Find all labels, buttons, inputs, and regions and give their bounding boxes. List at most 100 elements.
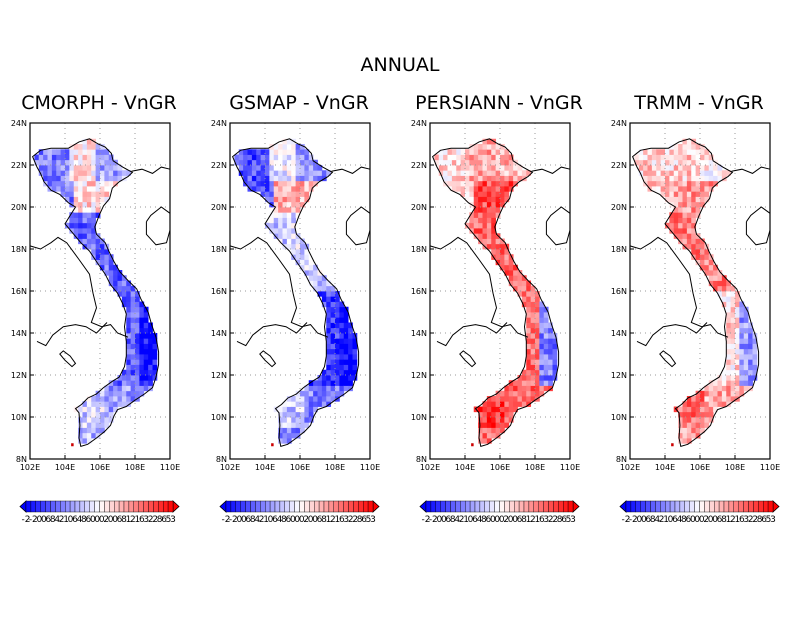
heatmap-cell [451,180,457,187]
y-tick-label: 22N [11,161,27,170]
heatmap-cell [673,207,679,213]
heatmap-cell [113,180,118,187]
heatmap-cell [348,338,353,344]
colorbar-label: -2 [622,515,631,525]
heatmap-cell [508,390,514,397]
hainan-coast [145,206,171,246]
heatmap-cell [673,217,679,224]
heatmap-cell [482,228,488,234]
heatmap-cell [482,217,488,224]
colorbar-label: - [229,515,232,525]
heatmap-cell [143,317,149,323]
heatmap-cell [238,154,244,161]
heatmap-cell [260,149,266,155]
heatmap-cell [286,212,292,218]
heatmap-cell [491,180,497,187]
heatmap-cell [295,427,301,434]
colorbar-bin [679,500,686,513]
heatmap-cell [247,154,253,161]
colorbar-label: 6 [161,515,167,525]
heatmap-cell [752,364,758,371]
heatmap-cell [321,301,327,308]
heatmap-cell [530,396,536,402]
colorbar-bin [299,500,305,513]
heatmap-cell [695,212,701,218]
heatmap-cell [43,170,48,176]
colorbar-label: 0 [241,515,247,525]
heatmap-cell [726,354,732,360]
heatmap-cell [91,432,97,439]
heatmap-cell [700,427,705,434]
heatmap-cell [82,159,88,166]
heatmap-cell [726,375,732,381]
heatmap-cell [286,238,292,245]
heatmap-cell [473,233,479,239]
heatmap-cell [78,427,83,434]
heatmap-cell [735,296,740,302]
heatmap-cell [443,165,448,171]
heatmap-cell [500,417,505,423]
heatmap-cell [295,238,301,245]
colorbar-label: 2 [703,515,709,525]
heatmap-cell [321,369,327,376]
heatmap-cell [678,186,683,192]
heatmap-cell [482,427,488,434]
y-tick-label: 10N [211,413,227,422]
heatmap-cell [552,364,558,371]
heatmap-cell [65,165,70,171]
colorbar-label: 4 [454,515,460,525]
heatmap-cell [486,417,492,423]
heatmap-cell [469,149,475,155]
heatmap-cell [243,154,248,161]
heatmap-cells [434,138,558,444]
heatmap-cell [552,375,558,381]
heatmap-cell [269,149,275,155]
heatmap-cell [117,401,123,407]
heatmap-cell [508,264,514,271]
heatmap-cell [300,417,305,423]
heatmap-cell [343,354,349,360]
colorbar-bin [538,500,544,513]
heatmap-cell [482,149,488,155]
heatmap-cell [343,385,349,392]
heatmap-cell [286,422,292,428]
heatmap-cell [295,159,301,166]
heatmap-cell [143,385,149,392]
heatmap-cell [539,317,545,323]
heatmap-cell [673,149,679,155]
colorbar-label: 6 [361,515,367,525]
heatmap-cell [451,175,457,182]
y-tick-label: 24N [211,119,227,128]
colorbar-bin [240,500,246,513]
heatmap-cell [713,264,718,271]
heatmap-cell [469,175,475,182]
heatmap-cell [317,375,323,381]
heatmap-cell [313,170,318,176]
heatmap-cell [735,317,740,323]
colorbar-label: 0 [636,515,642,525]
heatmap-cell [135,375,140,381]
heatmap-cell [495,427,501,434]
colorbar-bin [69,500,76,513]
heatmap-cell [486,438,492,444]
heatmap-cell [38,154,44,161]
heatmap-cell [735,385,740,392]
heatmap-cell [82,201,88,208]
heatmap-cell [526,170,532,176]
heatmap-cell [130,312,136,318]
heatmap-cell [447,175,453,182]
heatmap-cell [695,422,701,428]
heatmap-cell [530,327,536,334]
heatmap-cell [517,401,523,407]
heatmap-cell [508,280,514,287]
heatmap-cell [517,270,523,276]
heatmap-cell [126,369,132,376]
heatmap-cell [530,291,536,297]
colorbar-label: 8 [650,515,656,525]
heatmap-cell [91,165,97,171]
heatmap-cell [69,175,75,182]
heatmap-cell [121,301,127,308]
heatmap-cell [504,401,510,407]
heatmap-cell [121,375,127,381]
heatmap-cell [65,196,70,203]
